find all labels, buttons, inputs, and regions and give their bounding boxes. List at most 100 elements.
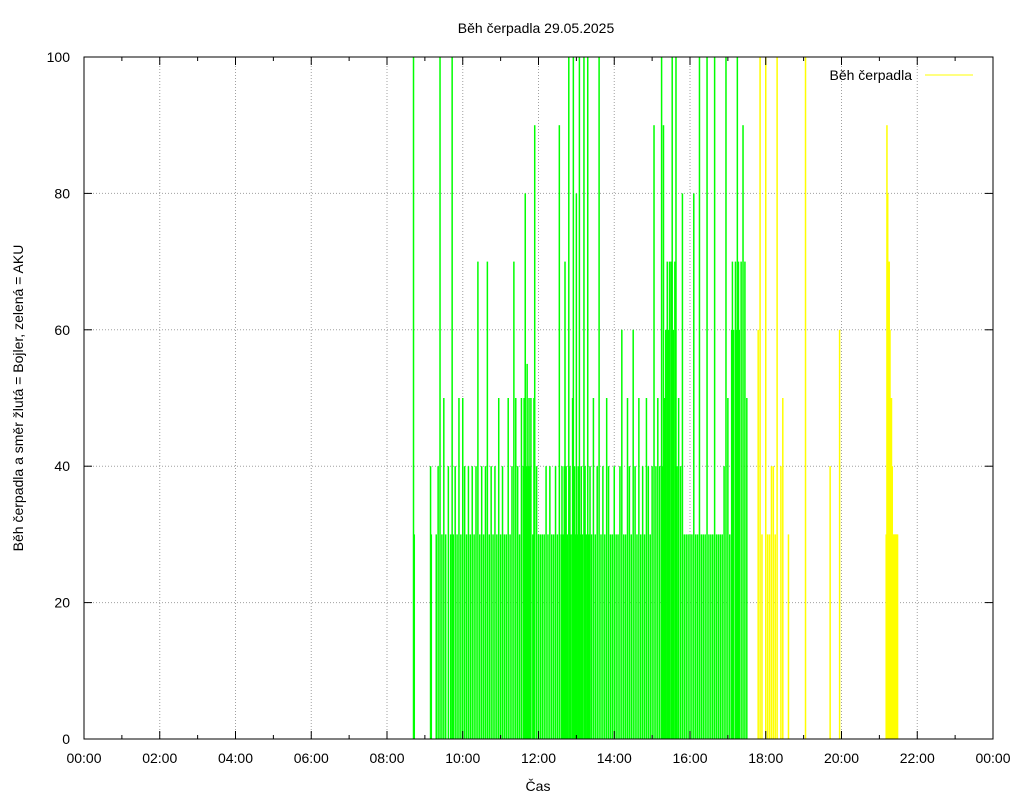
data-bar [480, 466, 483, 739]
data-bar [782, 398, 784, 739]
data-bar [572, 57, 575, 739]
data-bar [463, 466, 466, 739]
data-bar [670, 261, 672, 739]
data-bar [522, 466, 525, 739]
data-bar [757, 329, 759, 739]
data-bar [685, 534, 687, 739]
data-bar [651, 466, 653, 739]
data-bar [563, 466, 566, 739]
data-bar [742, 125, 744, 739]
data-bar [611, 534, 614, 739]
x-axis-label: Čas [526, 778, 551, 794]
data-bar [744, 261, 746, 739]
data-bar [488, 534, 491, 739]
data-bar [613, 466, 615, 739]
x-tick-label: 00:00 [66, 750, 101, 766]
data-bar [619, 466, 621, 739]
data-bar [765, 57, 767, 739]
data-bar [622, 534, 625, 739]
x-tick-label: 02:00 [142, 750, 177, 766]
data-bar [723, 466, 725, 739]
data-bar [543, 534, 545, 739]
data-bar [624, 534, 627, 739]
data-bar [520, 398, 523, 739]
data-bar [759, 57, 761, 739]
data-bars [412, 57, 899, 739]
data-bar [630, 534, 633, 739]
data-bar [537, 534, 540, 739]
data-bar [574, 534, 577, 739]
data-bar [580, 466, 583, 739]
data-bar [746, 398, 748, 739]
data-bar [675, 57, 677, 739]
data-bar [780, 466, 782, 739]
data-bar [564, 261, 566, 739]
data-bar [889, 329, 891, 739]
data-bar [894, 534, 897, 739]
data-bar [615, 534, 617, 739]
data-bar [524, 193, 526, 739]
data-bar [677, 398, 680, 739]
data-bar [579, 534, 581, 739]
x-tick-label: 18:00 [748, 750, 783, 766]
data-bar [889, 398, 892, 739]
data-bar [535, 466, 538, 739]
data-bar [609, 534, 612, 739]
data-bar [594, 534, 597, 739]
data-bar [462, 398, 464, 739]
y-tick-label: 0 [62, 731, 70, 747]
data-bar [734, 261, 737, 739]
x-tick-label: 12:00 [521, 750, 556, 766]
data-bar [671, 57, 673, 739]
data-bar [558, 125, 561, 739]
data-bar [598, 57, 600, 739]
x-tick-label: 10:00 [445, 750, 480, 766]
y-tick-label: 80 [54, 185, 70, 201]
data-bar [505, 534, 508, 739]
data-bar [529, 466, 531, 739]
data-bar [460, 534, 462, 739]
data-bar [523, 398, 525, 739]
data-bar [804, 57, 807, 739]
data-bar [634, 466, 636, 739]
data-bar [702, 534, 705, 739]
data-bar [725, 57, 727, 739]
data-bar [482, 534, 485, 739]
data-bar [732, 329, 735, 739]
axis-ticks: 00:00 02:00 04:00 06:00 08:00 10:00 12:00 14:00… [47, 49, 1011, 766]
y-tick-label: 100 [47, 49, 71, 65]
data-bar [662, 125, 665, 739]
data-bar [661, 466, 664, 739]
data-bar [679, 466, 682, 739]
data-bar [501, 466, 504, 739]
data-bar [617, 534, 619, 739]
data-bar [533, 125, 536, 739]
x-tick-label: 22:00 [900, 750, 935, 766]
data-bar [465, 534, 468, 739]
data-bar [471, 466, 473, 739]
data-bar [727, 398, 729, 739]
data-bar [469, 534, 472, 739]
data-bar [658, 466, 661, 739]
data-bar [621, 329, 623, 739]
data-bar [513, 261, 515, 739]
data-bar [528, 398, 530, 739]
data-bar [770, 466, 773, 739]
y-tick-label: 20 [54, 595, 70, 611]
data-bar [681, 193, 684, 739]
data-bar [454, 466, 456, 739]
data-bar [602, 466, 604, 739]
data-bar [687, 534, 689, 739]
data-bar [560, 534, 562, 739]
data-bar [641, 466, 644, 739]
data-bar [628, 466, 631, 739]
data-bar [667, 329, 670, 739]
x-tick-label: 00:00 [975, 750, 1010, 766]
data-bar [596, 466, 598, 739]
data-bar [896, 534, 899, 739]
data-bar [437, 466, 439, 739]
data-bar [413, 534, 416, 739]
data-bar [643, 534, 646, 739]
data-bar [584, 466, 586, 739]
data-bar [545, 466, 547, 739]
